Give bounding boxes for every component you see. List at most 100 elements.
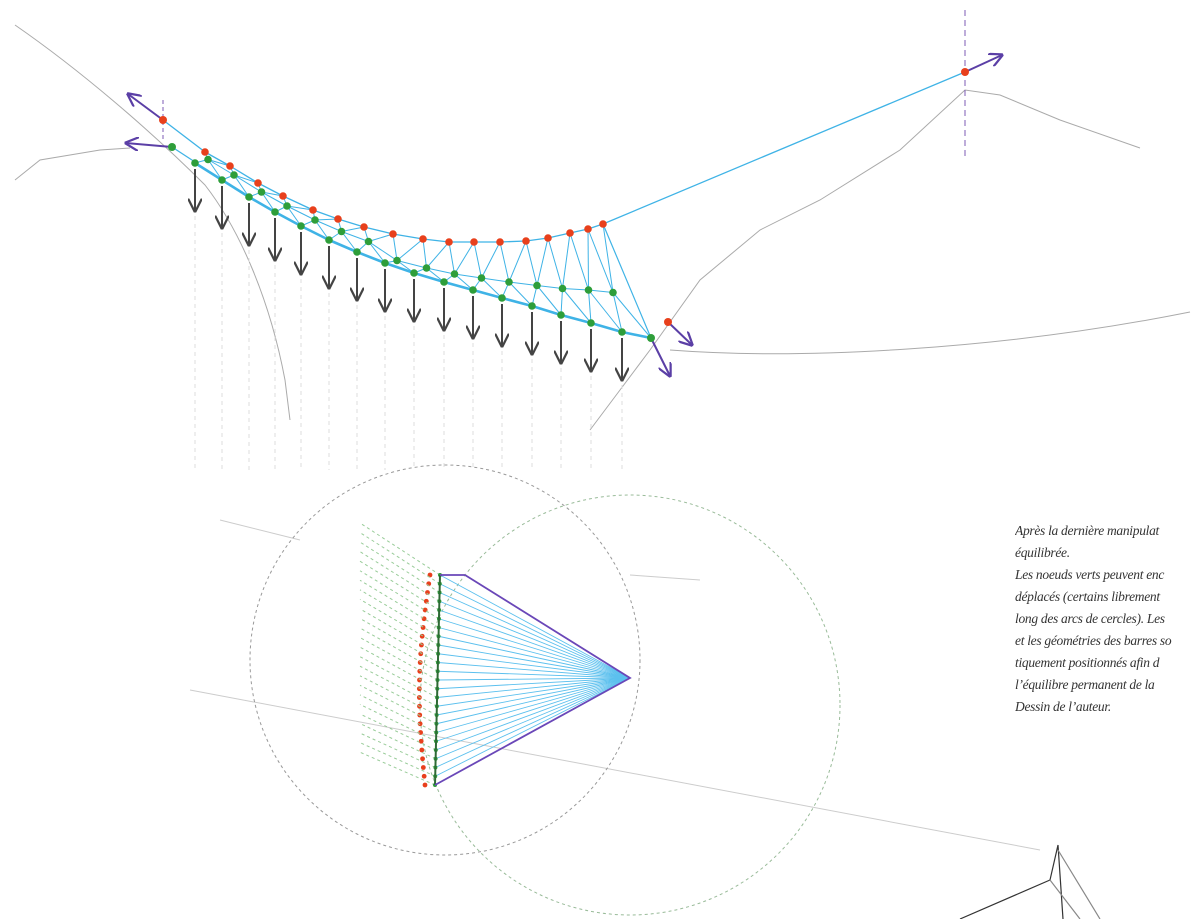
load-projection bbox=[359, 589, 439, 637]
terrain bbox=[14, 24, 1191, 851]
bar bbox=[384, 261, 415, 275]
bar bbox=[368, 241, 386, 264]
reaction-arrow bbox=[964, 55, 1002, 73]
red-node bbox=[425, 590, 430, 595]
red-node bbox=[417, 668, 423, 674]
reactions bbox=[126, 55, 1002, 376]
terrain-line bbox=[189, 689, 1041, 851]
red-node bbox=[416, 686, 422, 692]
force-ray bbox=[437, 677, 631, 690]
red-node bbox=[417, 721, 423, 727]
bar bbox=[481, 277, 510, 283]
force-ray bbox=[435, 677, 631, 777]
force-ray bbox=[439, 583, 631, 679]
force-ray bbox=[436, 677, 631, 733]
bar bbox=[621, 330, 652, 340]
closing-string bbox=[434, 574, 632, 786]
bar bbox=[501, 296, 533, 308]
construction-circle bbox=[419, 494, 841, 916]
red-node bbox=[522, 237, 530, 245]
bar bbox=[341, 226, 365, 232]
green-node bbox=[584, 286, 593, 294]
load-projection bbox=[359, 703, 437, 742]
load-projection bbox=[359, 551, 440, 602]
bar bbox=[587, 228, 614, 293]
green-node bbox=[230, 171, 238, 179]
bar bbox=[612, 292, 652, 339]
caption-line: long des arcs de cercles). Les bbox=[1015, 611, 1165, 626]
force-ray bbox=[435, 677, 631, 760]
bar bbox=[454, 273, 474, 291]
bar bbox=[422, 238, 427, 269]
green-node bbox=[647, 334, 655, 342]
bar bbox=[233, 174, 259, 184]
force-ray bbox=[438, 627, 631, 679]
red-node bbox=[389, 230, 397, 238]
green-node bbox=[168, 143, 176, 151]
green-node bbox=[609, 288, 617, 297]
sketch bbox=[959, 844, 1101, 919]
red-node bbox=[417, 660, 423, 665]
green-node bbox=[587, 319, 595, 327]
bar bbox=[341, 231, 369, 242]
bar bbox=[499, 240, 527, 243]
red-node bbox=[419, 642, 424, 648]
force-ray bbox=[439, 592, 631, 679]
bar bbox=[536, 285, 563, 289]
green-node bbox=[191, 159, 199, 167]
red-node bbox=[421, 616, 427, 622]
load-projection bbox=[359, 723, 436, 760]
force-ray bbox=[435, 677, 631, 768]
sketch-line bbox=[1049, 849, 1101, 919]
red-node bbox=[309, 206, 317, 214]
force-ray bbox=[435, 677, 631, 742]
caption-line: Dessin de l’auteur. bbox=[1015, 699, 1111, 714]
green-node bbox=[393, 256, 401, 265]
bar bbox=[392, 233, 424, 240]
red-node bbox=[599, 220, 607, 228]
cable bbox=[602, 71, 966, 225]
bar bbox=[392, 233, 398, 261]
green-node bbox=[505, 278, 513, 286]
bar bbox=[413, 271, 445, 284]
caption-line: Les noeuds verts peuvent enc bbox=[1015, 567, 1165, 582]
sketch-line bbox=[959, 844, 1064, 919]
reaction-arrow bbox=[128, 94, 164, 121]
bar bbox=[590, 321, 623, 334]
force-ray bbox=[437, 677, 631, 681]
load-projection bbox=[359, 751, 436, 786]
bar bbox=[286, 205, 302, 227]
red-node bbox=[421, 773, 427, 779]
bar bbox=[396, 260, 427, 269]
bar bbox=[588, 289, 592, 324]
caption: Après la dernière manipulat équilibrée. Le… bbox=[1015, 520, 1203, 718]
red-node bbox=[566, 229, 574, 237]
bar bbox=[508, 240, 527, 283]
bar bbox=[481, 277, 503, 299]
bar bbox=[204, 151, 231, 167]
load-projection bbox=[359, 618, 439, 663]
reaction-arrow bbox=[667, 321, 692, 345]
caption-line: et les géométries des barres so bbox=[1015, 633, 1172, 648]
green-node bbox=[498, 294, 506, 302]
load-projection bbox=[359, 713, 437, 751]
red-node bbox=[419, 747, 425, 753]
force-ray bbox=[438, 618, 631, 679]
terrain-line bbox=[14, 24, 291, 421]
bar bbox=[602, 223, 614, 293]
red-node bbox=[417, 677, 422, 683]
force-ray bbox=[436, 677, 631, 725]
bar bbox=[368, 233, 394, 242]
force-ray bbox=[437, 662, 631, 679]
bar bbox=[587, 228, 589, 291]
bar bbox=[560, 313, 592, 325]
load-projection bbox=[359, 646, 438, 690]
bar bbox=[286, 205, 316, 221]
bar bbox=[481, 241, 501, 279]
caption-line: tiquement positionnés afin d bbox=[1015, 655, 1160, 670]
bar bbox=[612, 292, 623, 333]
force-ray bbox=[438, 653, 631, 679]
load-projection bbox=[359, 665, 438, 707]
caption-line: l’équilibre permanent de la bbox=[1015, 677, 1155, 692]
bar bbox=[221, 178, 250, 199]
